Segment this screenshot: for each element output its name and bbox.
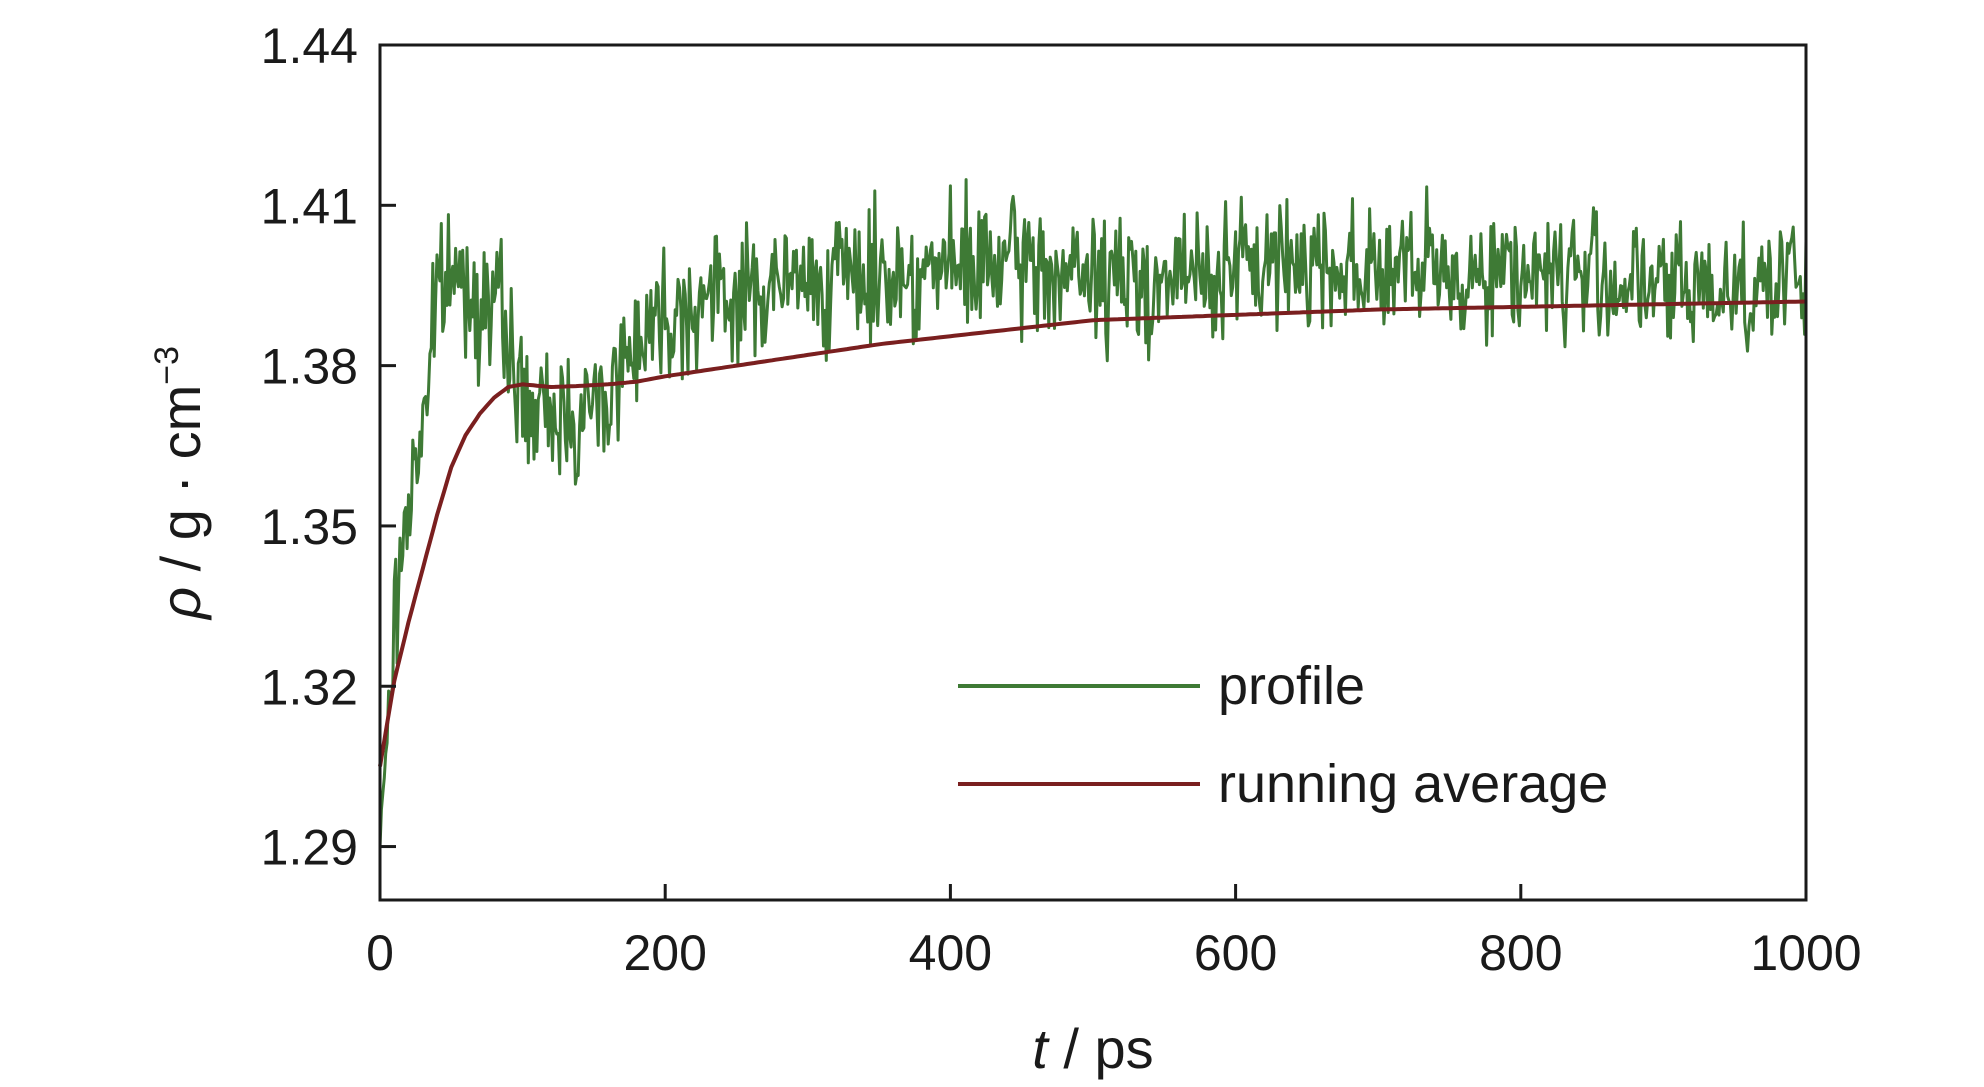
series-line-running-average	[378, 299, 1807, 767]
series-group	[378, 178, 1808, 848]
series-line-profile	[378, 178, 1808, 848]
x-axis-label-unit: / ps	[1048, 1017, 1154, 1080]
legend-label-running-average: running average	[1218, 754, 1608, 814]
y-axis-label: ρ / g · cm−3	[148, 346, 212, 621]
y-axis-label-exponent: −3	[148, 346, 186, 385]
y-tick-label: 1.29	[261, 820, 358, 876]
x-tick-label: 1000	[1750, 925, 1861, 981]
x-tick-label: 200	[623, 925, 706, 981]
plot-frame	[378, 43, 1808, 902]
x-axis-label-symbol: t	[1032, 1017, 1050, 1080]
y-tick-label: 1.41	[261, 178, 358, 234]
plot-area	[378, 43, 1808, 902]
y-axis-label-symbol: ρ	[149, 587, 212, 621]
legend: profile running average	[958, 656, 1608, 814]
y-tick-label: 1.32	[261, 659, 358, 715]
legend-label-profile: profile	[1218, 656, 1365, 716]
y-tick-label: 1.38	[261, 339, 358, 395]
y-axis-label-unit: / g · cm	[149, 385, 212, 587]
x-axis-label: t / ps	[1032, 1017, 1153, 1080]
x-tick-label: 400	[909, 925, 992, 981]
x-tick-label: 600	[1194, 925, 1277, 981]
x-axis: 0 200 400 600 800 1000	[366, 884, 1862, 981]
x-tick-label: 800	[1479, 925, 1562, 981]
x-tick-label: 0	[366, 925, 394, 981]
y-axis: 1.29 1.32 1.35 1.38 1.41 1.44	[261, 18, 396, 876]
y-tick-label: 1.35	[261, 499, 358, 555]
y-tick-label: 1.44	[261, 18, 358, 74]
